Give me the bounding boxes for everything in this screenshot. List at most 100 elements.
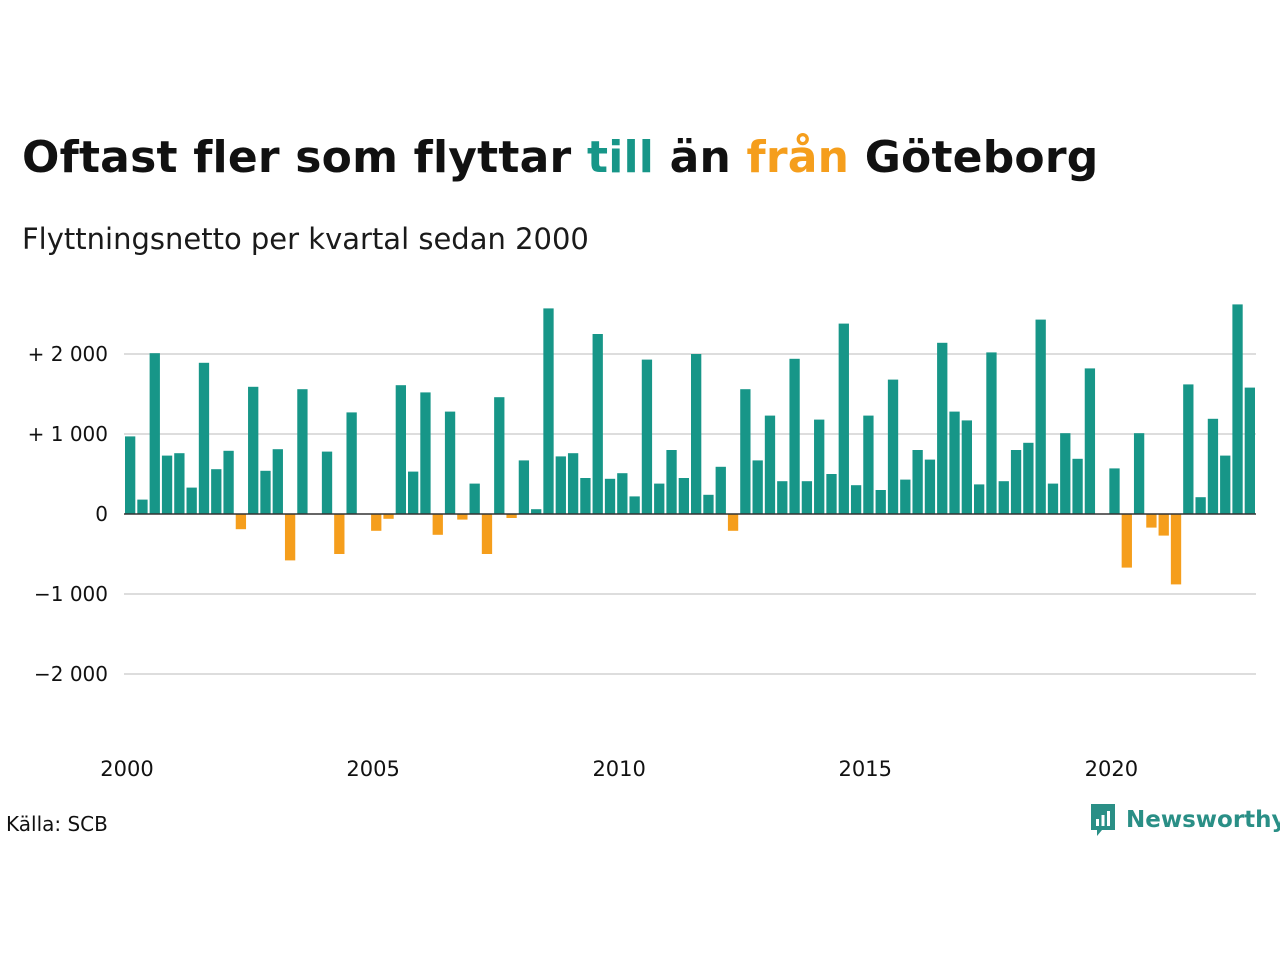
bar	[494, 397, 505, 514]
bar	[1170, 514, 1182, 585]
bar	[850, 485, 862, 514]
bar	[481, 514, 493, 554]
bar	[1158, 514, 1169, 536]
bar	[161, 455, 173, 514]
bar	[1220, 455, 1231, 514]
chart-subtitle: Flyttningsnetto per kvartal sedan 2000	[22, 222, 589, 256]
bar	[727, 514, 739, 531]
bar	[555, 456, 566, 514]
bar	[949, 411, 960, 514]
bar	[580, 478, 591, 514]
bar	[346, 412, 357, 514]
bar	[912, 450, 923, 514]
bar	[838, 323, 849, 514]
bar	[1023, 442, 1034, 514]
bar	[1232, 304, 1243, 514]
bar	[1047, 483, 1059, 514]
bar	[1084, 368, 1096, 514]
bar	[691, 354, 702, 514]
bar	[666, 450, 677, 514]
bar	[937, 342, 948, 514]
y-tick-label: 0	[95, 502, 108, 526]
title-till: till	[586, 132, 655, 183]
bar	[715, 466, 726, 514]
bar	[814, 419, 825, 514]
x-tick-label: 2005	[346, 757, 399, 781]
bar	[777, 481, 788, 514]
bar	[875, 490, 886, 514]
bar	[641, 359, 653, 514]
bar	[457, 514, 468, 520]
bar	[420, 392, 431, 514]
bar	[863, 415, 874, 514]
bar	[469, 483, 480, 514]
bar	[260, 470, 271, 514]
bar	[284, 514, 296, 561]
bar-chart: + 2 000 + 1 000 0 −1 000 −2 000 2000 2005 2010 2…	[28, 304, 1256, 781]
bar	[186, 487, 197, 514]
bar	[924, 459, 936, 514]
y-tick-label: + 2 000	[28, 342, 108, 366]
bar	[826, 474, 837, 514]
bar	[1146, 514, 1157, 528]
bar	[592, 334, 603, 514]
newsworthy-logo-icon	[1091, 804, 1115, 836]
bar	[900, 479, 911, 514]
bar	[371, 514, 382, 531]
bar	[444, 411, 456, 514]
bar	[395, 385, 406, 514]
bar	[297, 389, 308, 514]
bar	[678, 478, 689, 514]
title-part-3: Göteborg	[849, 132, 1099, 183]
bar	[740, 389, 751, 514]
bar	[1010, 450, 1022, 514]
bar	[961, 420, 972, 514]
bar	[567, 453, 579, 514]
bar	[617, 473, 628, 514]
bar	[1035, 319, 1046, 514]
bar	[1195, 497, 1206, 514]
bar	[887, 379, 899, 514]
bar	[125, 436, 136, 514]
x-tick-label: 2015	[839, 757, 892, 781]
bar	[383, 514, 394, 519]
bar	[198, 362, 210, 514]
bar	[1121, 514, 1132, 568]
bar	[223, 450, 234, 514]
bar	[235, 514, 247, 530]
bar	[1109, 468, 1120, 514]
bar	[543, 308, 554, 514]
newsworthy-logo: Newsworthy	[1088, 802, 1280, 838]
bar	[1072, 458, 1083, 514]
bar	[531, 509, 542, 514]
title-part-2: än	[654, 132, 747, 183]
bar	[1183, 384, 1194, 514]
bar	[629, 496, 640, 514]
bar	[752, 460, 763, 514]
bar	[974, 484, 985, 514]
bar	[789, 358, 800, 514]
brand-name: Newsworthy	[1126, 807, 1280, 833]
bar	[321, 451, 333, 514]
y-tick-label: −1 000	[34, 582, 108, 606]
bar	[432, 514, 443, 535]
bar	[801, 481, 813, 514]
bar	[703, 494, 714, 514]
bar	[654, 483, 665, 514]
bar	[248, 386, 259, 514]
bar	[1244, 387, 1255, 514]
source-note: Källa: SCB	[6, 812, 108, 836]
bar	[211, 469, 222, 514]
bar	[1060, 433, 1071, 514]
bar	[1133, 433, 1145, 514]
y-tick-label: + 1 000	[28, 422, 108, 446]
x-tick-label: 2020	[1085, 757, 1138, 781]
chart-title: Oftast fler som flyttar till än från Göt…	[22, 132, 1098, 183]
title-part-1: Oftast fler som flyttar	[22, 132, 587, 183]
bar	[604, 478, 616, 514]
bar	[408, 471, 419, 514]
bar	[518, 460, 530, 514]
x-tick-label: 2000	[100, 757, 153, 781]
bar	[174, 453, 185, 514]
bar	[272, 449, 283, 514]
